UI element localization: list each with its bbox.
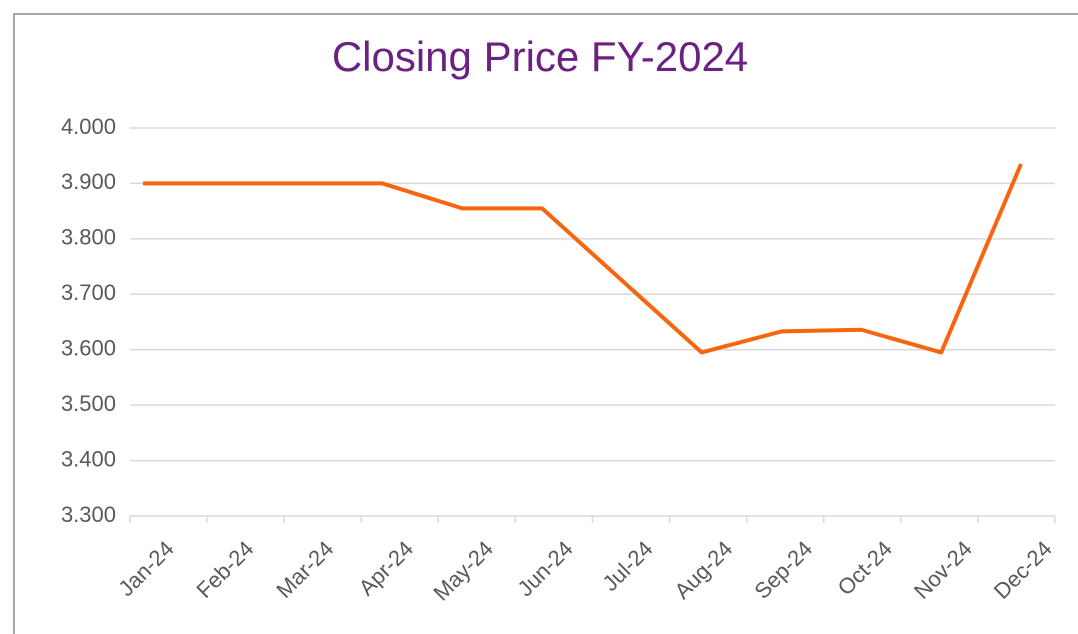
- chart-frame: [13, 13, 1078, 634]
- x-tick-label: Dec-24: [989, 536, 1057, 604]
- x-tick-label: Oct-24: [833, 536, 897, 600]
- y-tick-label: 3.900: [61, 169, 116, 194]
- data-line: [143, 163, 1023, 355]
- y-tick-label: 3.400: [61, 446, 116, 471]
- x-tick-label: Apr-24: [354, 536, 418, 600]
- x-tick-label: Sep-24: [749, 536, 817, 604]
- y-tick-label: 3.700: [61, 280, 116, 305]
- y-tick-label: 3.800: [61, 225, 116, 250]
- x-tick-label: May-24: [428, 536, 498, 606]
- chart-title: Closing Price FY-2024: [332, 33, 748, 80]
- x-tick-label: Feb-24: [191, 536, 258, 603]
- y-tick-label: 3.300: [61, 502, 116, 527]
- x-tick-label: Mar-24: [271, 536, 338, 603]
- x-tick-label: Nov-24: [909, 536, 977, 604]
- x-tick-label: Jun-24: [512, 536, 577, 601]
- x-tick-label: Jul-24: [598, 536, 658, 596]
- x-tick-label: Aug-24: [670, 536, 738, 604]
- y-tick-label: 3.600: [61, 336, 116, 361]
- x-tick-label: Jan-24: [113, 536, 178, 601]
- y-tick-label: 3.500: [61, 391, 116, 416]
- y-tick-label: 4.000: [61, 114, 116, 139]
